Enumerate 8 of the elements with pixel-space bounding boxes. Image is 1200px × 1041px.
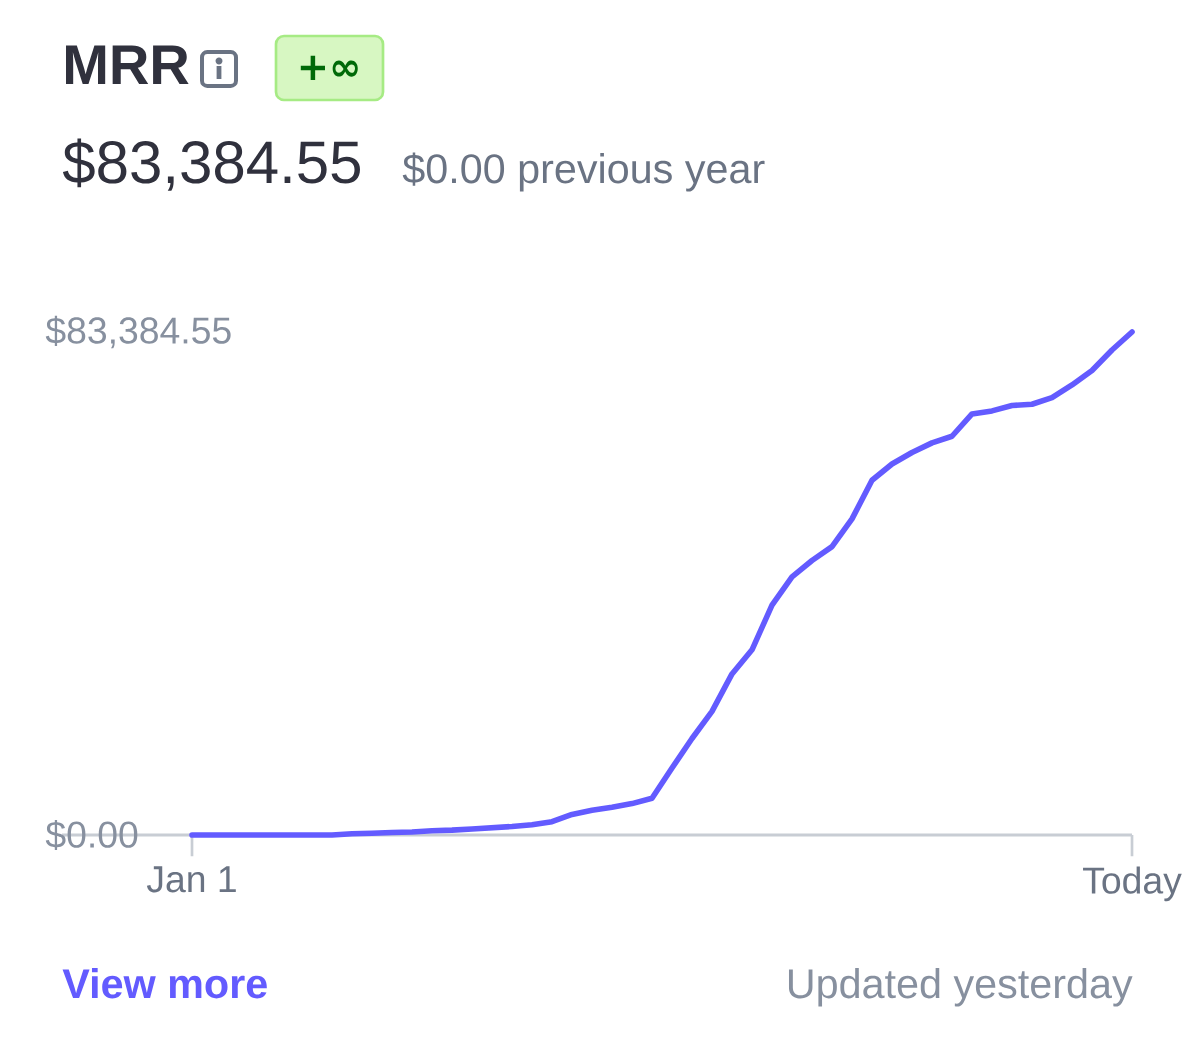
chart-title: MRR	[66, 45, 189, 84]
y-tick-label: $0.00	[45, 819, 138, 851]
x-tick-label: Today	[1083, 866, 1182, 902]
x-tick-label: Jan 1	[146, 866, 236, 893]
text: $0.00 previous year	[402, 152, 765, 192]
text: View more	[62, 968, 267, 999]
text: Updated yesterday	[788, 968, 1133, 1007]
text: +∞	[300, 55, 358, 81]
